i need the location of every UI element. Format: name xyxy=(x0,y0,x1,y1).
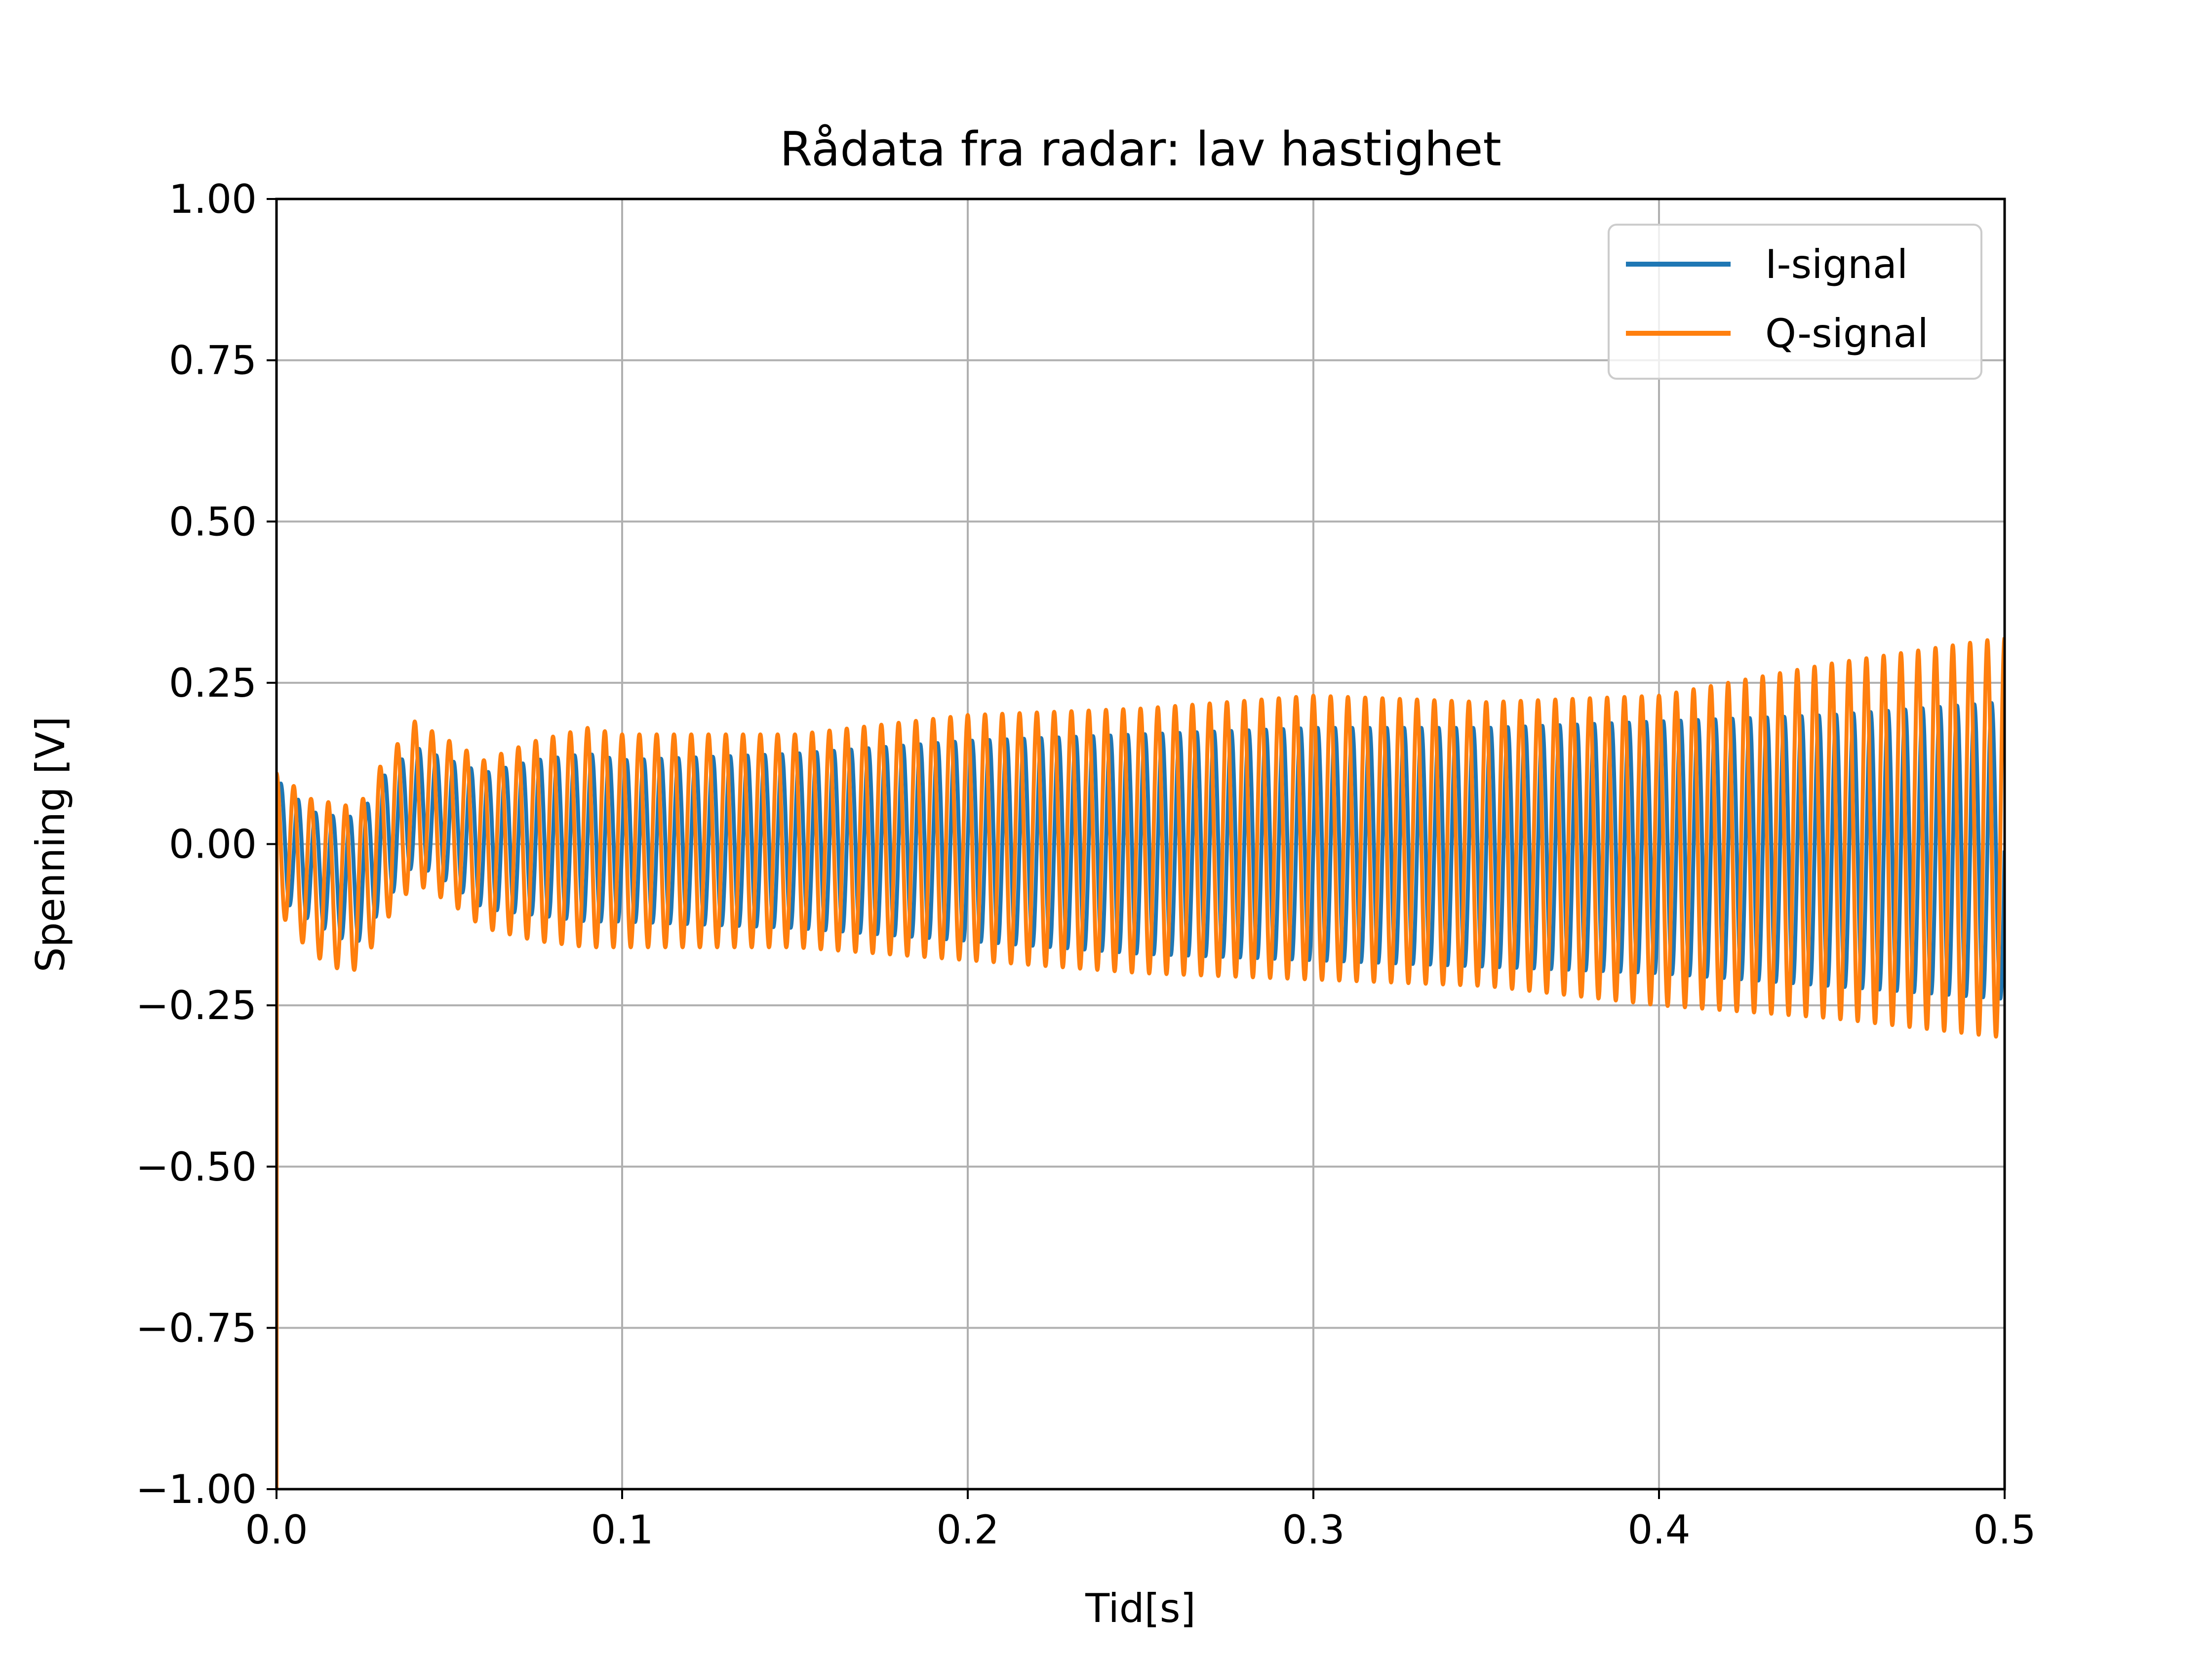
plot-area xyxy=(276,636,2005,1489)
series-layer xyxy=(276,636,2005,1489)
legend-label-i-signal: I-signal xyxy=(1765,241,1908,287)
y-tick-label: 0.00 xyxy=(169,822,257,868)
series-line-q-signal xyxy=(276,636,2005,1489)
y-tick-label: −1.00 xyxy=(136,1466,257,1512)
x-axis: 0.0 0.1 0.2 0.3 0.4 0.5 xyxy=(245,1489,2036,1553)
y-axis: 1.00 0.75 0.50 0.25 0.00 −0.25 −0.50 −0.75 −1.00 xyxy=(136,176,276,1512)
x-tick-label: 0.4 xyxy=(1627,1507,1690,1553)
x-tick-label: 0.2 xyxy=(936,1507,999,1553)
y-tick-label: 0.75 xyxy=(169,338,257,384)
x-axis-label: Tid[s] xyxy=(1085,1585,1196,1631)
y-tick-label: −0.50 xyxy=(136,1144,257,1190)
x-tick-label: 0.1 xyxy=(591,1507,653,1553)
chart-title: Rådata fra radar: lav hastighet xyxy=(780,122,1501,177)
y-tick-label: −0.25 xyxy=(136,983,257,1028)
x-tick-label: 0.3 xyxy=(1282,1507,1344,1553)
x-tick-label: 0.5 xyxy=(1973,1507,2036,1553)
legend-label-q-signal: Q-signal xyxy=(1765,311,1929,356)
x-tick-label: 0.0 xyxy=(245,1507,308,1553)
y-tick-label: 0.25 xyxy=(169,660,257,706)
y-axis-label: Spenning [V] xyxy=(28,716,74,972)
y-tick-label: 1.00 xyxy=(169,176,257,222)
legend: I-signal Q-signal xyxy=(1608,224,1982,380)
y-tick-label: 0.50 xyxy=(169,499,257,545)
y-tick-label: −0.75 xyxy=(136,1305,257,1351)
